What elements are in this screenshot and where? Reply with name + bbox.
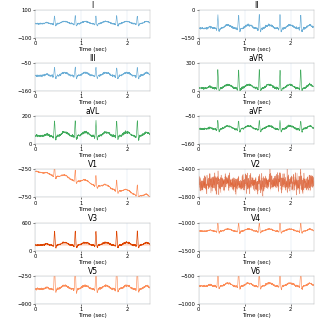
X-axis label: Time (sec): Time (sec) <box>78 260 107 265</box>
X-axis label: Time (sec): Time (sec) <box>242 100 270 105</box>
Title: I: I <box>92 1 94 10</box>
X-axis label: Time (sec): Time (sec) <box>242 313 270 318</box>
Title: V1: V1 <box>88 160 98 169</box>
X-axis label: Time (sec): Time (sec) <box>78 100 107 105</box>
Title: aVL: aVL <box>85 107 100 116</box>
X-axis label: Time (sec): Time (sec) <box>242 207 270 212</box>
Title: aVF: aVF <box>249 107 263 116</box>
X-axis label: Time (sec): Time (sec) <box>78 313 107 318</box>
X-axis label: Time (sec): Time (sec) <box>78 47 107 52</box>
Title: V6: V6 <box>251 267 261 276</box>
X-axis label: Time (sec): Time (sec) <box>242 47 270 52</box>
Title: III: III <box>89 54 96 63</box>
X-axis label: Time (sec): Time (sec) <box>242 154 270 158</box>
X-axis label: Time (sec): Time (sec) <box>78 154 107 158</box>
Title: II: II <box>254 1 258 10</box>
Title: V3: V3 <box>88 214 98 223</box>
Title: V4: V4 <box>251 214 261 223</box>
Title: aVR: aVR <box>248 54 264 63</box>
Title: V2: V2 <box>251 160 261 169</box>
X-axis label: Time (sec): Time (sec) <box>242 260 270 265</box>
Title: V5: V5 <box>88 267 98 276</box>
X-axis label: Time (sec): Time (sec) <box>78 207 107 212</box>
